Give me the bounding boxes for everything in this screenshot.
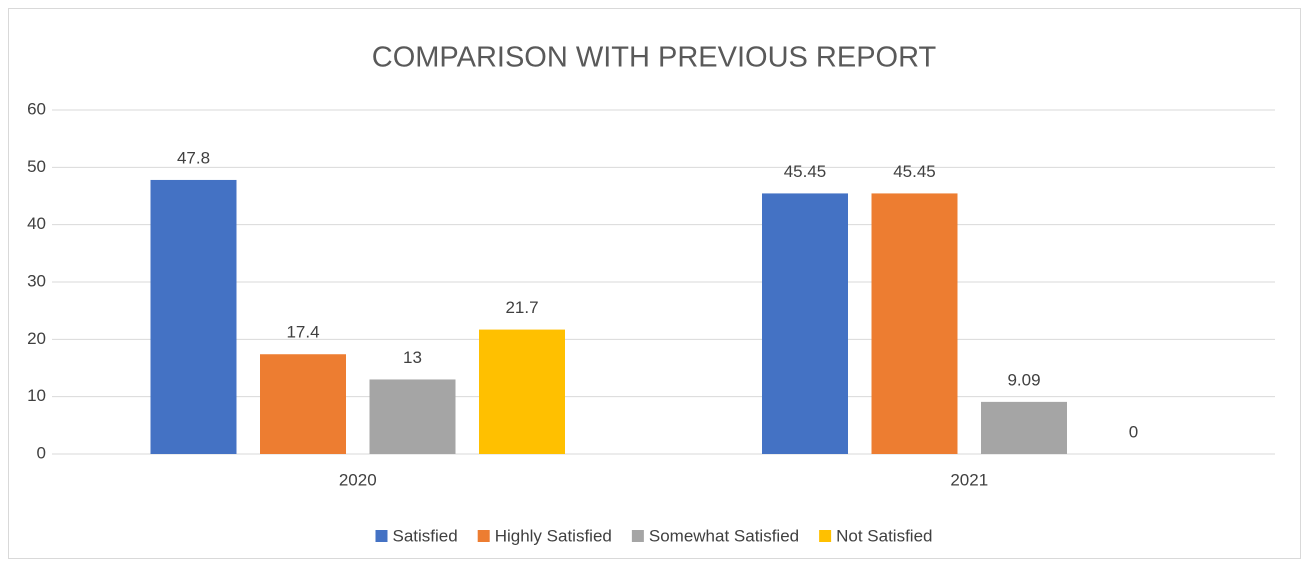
legend-label: Not Satisfied	[836, 526, 932, 545]
data-label: 0	[1129, 422, 1138, 441]
data-label: 45.45	[893, 162, 936, 181]
x-tick-label: 2021	[950, 470, 988, 489]
data-label: 47.8	[177, 148, 210, 167]
y-tick-label: 40	[27, 214, 46, 233]
data-label: 45.45	[784, 162, 827, 181]
legend-label: Highly Satisfied	[495, 526, 612, 545]
legend-label: Somewhat Satisfied	[649, 526, 799, 545]
bar	[762, 193, 848, 455]
bar	[369, 379, 456, 454]
bar	[260, 354, 346, 454]
chart-title: COMPARISON WITH PREVIOUS REPORT	[372, 42, 937, 74]
bar	[871, 193, 958, 455]
data-label: 17.4	[286, 323, 319, 342]
bar	[479, 329, 565, 454]
data-label: 21.7	[505, 298, 538, 317]
data-label: 13	[403, 348, 422, 367]
y-tick-label: 50	[27, 157, 46, 176]
legend-label: Satisfied	[392, 526, 457, 545]
data-label: 9.09	[1007, 370, 1040, 389]
legend-swatch	[631, 530, 644, 542]
legend: Satisfied Highly Satisfied Somewhat Satisf…	[375, 526, 933, 545]
legend-swatch	[375, 530, 388, 542]
y-tick-label: 10	[27, 386, 46, 405]
y-tick-label: 0	[37, 443, 46, 462]
x-tick-label: 2020	[339, 470, 377, 489]
bar	[150, 179, 237, 455]
legend-swatch	[819, 530, 832, 542]
y-tick-label: 20	[27, 329, 46, 348]
y-tick-label: 30	[27, 271, 46, 290]
y-tick-label: 60	[27, 99, 46, 118]
legend-swatch	[477, 530, 490, 542]
bar	[981, 401, 1067, 454]
